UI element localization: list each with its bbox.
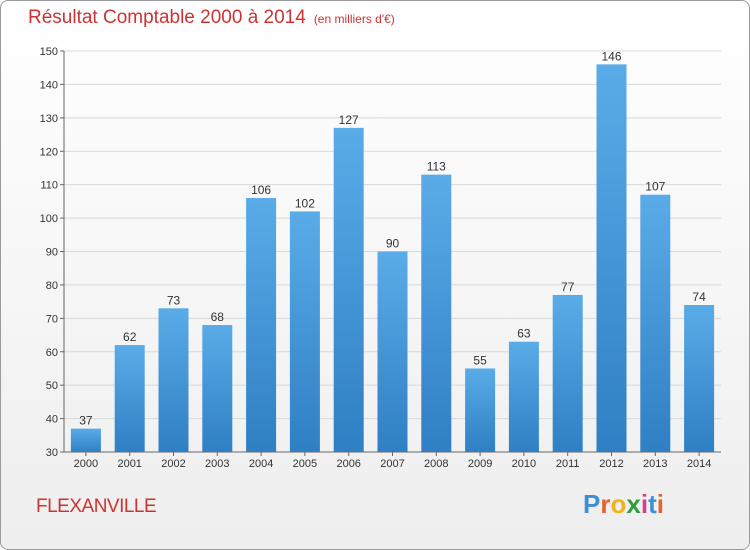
- data-label: 146: [601, 49, 621, 63]
- data-label: 63: [517, 327, 531, 341]
- logo-letter: o: [610, 489, 627, 519]
- x-tick-label: 2009: [468, 458, 492, 470]
- x-tick-label: 2002: [161, 458, 185, 470]
- bar: [70, 428, 101, 452]
- bar: [333, 127, 364, 452]
- data-label: 74: [692, 290, 706, 304]
- bar: [114, 345, 145, 452]
- logo-letter: x: [626, 489, 641, 519]
- y-tick-label: 50: [46, 380, 58, 392]
- data-label: 113: [427, 160, 446, 174]
- proxiti-logo: Proxiti: [583, 489, 664, 520]
- y-tick-label: 70: [46, 313, 58, 325]
- x-tick-label: 2003: [205, 458, 229, 470]
- data-label: 106: [251, 183, 271, 197]
- x-tick-label: 2010: [512, 458, 536, 470]
- y-tick-label: 140: [40, 79, 58, 91]
- x-tick-label: 2012: [599, 458, 623, 470]
- x-tick-label: 2008: [424, 458, 448, 470]
- data-label: 62: [123, 330, 137, 344]
- y-tick-label: 90: [46, 247, 58, 259]
- data-label: 127: [339, 113, 359, 127]
- data-label: 68: [211, 310, 225, 324]
- bar: [158, 308, 189, 452]
- bar: [246, 198, 277, 452]
- data-label: 90: [386, 237, 400, 251]
- logo-letter: i: [656, 489, 664, 519]
- bar: [640, 194, 671, 453]
- x-tick-label: 2006: [336, 458, 360, 470]
- logo-letter: P: [583, 489, 601, 519]
- x-tick-label: 2014: [687, 458, 711, 470]
- y-tick-label: 40: [46, 414, 58, 426]
- bar: [377, 251, 408, 452]
- x-tick-label: 2005: [293, 458, 317, 470]
- x-tick-label: 2013: [643, 458, 667, 470]
- y-tick-label: 130: [40, 113, 58, 125]
- x-tick-label: 2001: [117, 458, 141, 470]
- y-tick-label: 110: [40, 180, 58, 192]
- data-label: 55: [473, 353, 487, 367]
- chart-title: Résultat Comptable 2000 à 2014: [28, 7, 306, 28]
- x-tick-label: 2007: [380, 458, 404, 470]
- bar: [552, 294, 583, 452]
- bar: [508, 341, 539, 452]
- x-tick-label: 2000: [74, 458, 98, 470]
- logo-letter: i: [640, 489, 649, 519]
- chart-title-block: Résultat Comptable 2000 à 2014 (en millie…: [28, 7, 395, 29]
- data-label: 107: [645, 180, 665, 194]
- y-tick-label: 60: [46, 347, 58, 359]
- data-label: 77: [561, 280, 575, 294]
- data-label: 73: [167, 293, 181, 307]
- y-tick-label: 150: [40, 46, 58, 58]
- bar: [465, 368, 496, 452]
- bar: [684, 304, 715, 452]
- data-label: 102: [295, 196, 315, 210]
- bar: [596, 64, 627, 452]
- logo-letter: r: [600, 489, 611, 519]
- y-tick-label: 80: [46, 280, 58, 292]
- commune-name: FLEXANVILLE: [36, 496, 157, 517]
- chart-subtitle: (en milliers d'€): [313, 12, 395, 26]
- bar: [289, 211, 320, 452]
- logo-letter: t: [648, 489, 657, 519]
- y-tick-label: 100: [40, 213, 58, 225]
- y-tick-label: 120: [40, 146, 58, 158]
- x-tick-label: 2011: [556, 458, 580, 470]
- bar: [202, 325, 233, 452]
- x-tick-label: 2004: [249, 458, 273, 470]
- bar: [421, 174, 452, 452]
- data-label: 37: [79, 414, 93, 428]
- y-tick-label: 30: [46, 447, 58, 459]
